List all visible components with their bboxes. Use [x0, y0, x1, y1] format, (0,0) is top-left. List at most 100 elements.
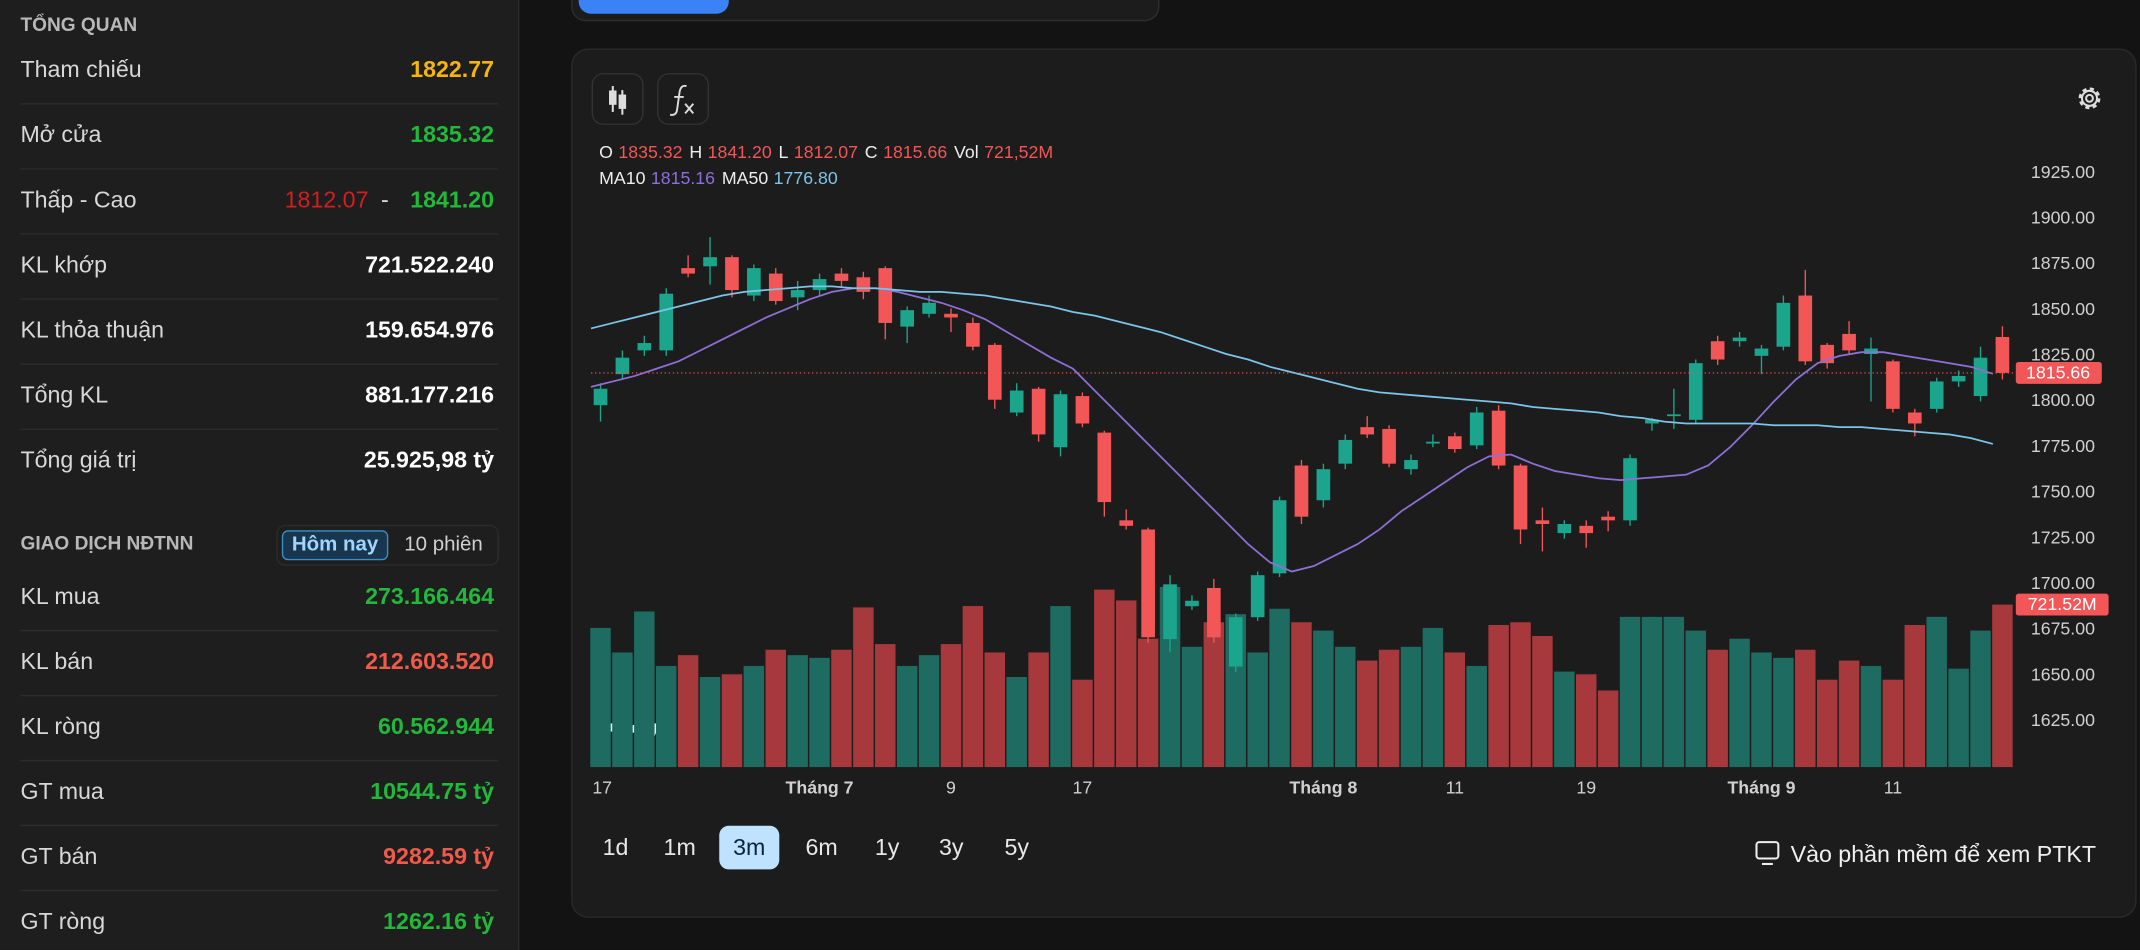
candle-body [1579, 525, 1594, 534]
candle-body [768, 273, 783, 302]
candle-body [1798, 295, 1813, 362]
x-tick-label: 9 [946, 778, 956, 798]
row-value: 881.177.216 [365, 382, 494, 408]
software-link[interactable]: Vào phần mềm để xem PTKT [1791, 841, 2096, 867]
volume-bar [1094, 589, 1115, 768]
range-button[interactable]: 1m [664, 834, 696, 860]
tab[interactable]: 10 phiên [404, 533, 483, 556]
range-button[interactable]: 1d [603, 834, 629, 860]
y-tick-label: 1750.00 [2031, 482, 2095, 502]
candle-body [900, 310, 915, 327]
row-label: Tổng KL [20, 382, 108, 408]
volume-bar [1072, 679, 1093, 768]
volume-bar [1532, 636, 1553, 768]
candle-body [1732, 337, 1747, 342]
volume-bar [1751, 652, 1772, 768]
last-price-tag [2015, 361, 2102, 384]
legend-key: MA10 [599, 168, 645, 188]
y-tick-label: 1725.00 [2031, 527, 2095, 547]
candle-body [1360, 427, 1375, 435]
legend-value: 1815.16 [651, 168, 715, 188]
y-tick-label: 1625.00 [2031, 710, 2095, 730]
candle-body [1097, 432, 1112, 503]
legend-key: H [689, 142, 702, 162]
row-value: 25.925,98 tỷ [364, 447, 494, 473]
range-button[interactable]: 5y [1005, 834, 1030, 860]
settings-button[interactable] [2078, 87, 2101, 110]
x-tick-label: Tháng 7 [786, 778, 854, 798]
candle-body [1601, 516, 1615, 521]
legend-value: 1812.07 [794, 142, 858, 162]
candle-body [987, 344, 1002, 400]
row-label: Tổng giá trị [20, 447, 136, 473]
tab[interactable]: Hôm nay [292, 533, 379, 556]
volume-bar [1663, 616, 1685, 768]
volume-bar [1992, 604, 2013, 768]
row-value: 9282.59 tỷ [383, 843, 494, 869]
volume-bar [1028, 652, 1049, 768]
top-tab-active[interactable] [578, 0, 729, 14]
ma-line [590, 287, 1994, 573]
volume-bar [1597, 690, 1619, 768]
candle-body [1469, 412, 1484, 446]
range-button[interactable]: 6m [805, 834, 837, 860]
candle-body [1667, 414, 1681, 417]
candle-type-button[interactable] [591, 73, 644, 125]
volume-bar [1466, 665, 1487, 768]
tab-active-bg[interactable] [281, 530, 389, 561]
volume-bar [1247, 652, 1268, 768]
candle-body [1404, 460, 1418, 470]
volume-bar [1050, 606, 1071, 768]
row-label: Thấp - Cao [20, 186, 136, 212]
legend-value: 721,52M [984, 142, 1053, 162]
candle-body [1447, 436, 1462, 450]
y-tick-label: 1800.00 [2031, 390, 2095, 410]
y-tick-label: 1675.00 [2031, 619, 2095, 639]
candle-body [681, 268, 695, 274]
volume-bar [962, 606, 984, 768]
volume-bar [1904, 624, 1926, 768]
volume-bar [677, 655, 699, 768]
candle-body [922, 302, 936, 314]
row-value: 60.562.944 [378, 713, 494, 739]
candle-body [1710, 341, 1725, 360]
legend-value: 1841.20 [708, 142, 772, 162]
legend-value: 1835.32 [618, 142, 682, 162]
legend-key: O [599, 142, 613, 162]
volume-bar [1203, 622, 1225, 768]
range-button[interactable]: 3y [939, 834, 964, 860]
sidebar [0, 0, 519, 950]
candle-body [615, 357, 630, 375]
candle-body [1688, 363, 1703, 420]
volume-bar [1685, 630, 1706, 768]
candle-body [1491, 410, 1506, 466]
legend-key: C [865, 142, 878, 162]
volume-bar [1882, 679, 1904, 768]
volume-bar [875, 644, 896, 768]
row-value: 1835.32 [410, 121, 494, 147]
row-value: 273.166.464 [365, 583, 494, 609]
y-tick-label: 1925.00 [2031, 162, 2095, 182]
y-tick-label: 1775.00 [2031, 436, 2095, 456]
candle-body [1163, 584, 1177, 640]
row-label: Mở cửa [20, 121, 101, 147]
row-label: GT bán [20, 843, 97, 869]
volume-bar [1510, 622, 1531, 768]
volume-bar [612, 652, 633, 768]
volume-bar [984, 652, 1006, 768]
candle-body [1009, 390, 1024, 413]
last-price-label: 1815.66 [2026, 362, 2090, 382]
volume-bar [896, 665, 918, 768]
volume-bar [1488, 624, 1509, 768]
range-active-bg[interactable] [719, 825, 780, 870]
volume-bar [721, 674, 743, 768]
x-tick-label: Tháng 8 [1289, 778, 1357, 798]
row-label: GT ròng [20, 908, 105, 934]
range-button[interactable]: 1y [875, 834, 900, 860]
last-volume-label: 721.52M [2028, 594, 2097, 614]
x-tick-label: 17 [592, 778, 612, 798]
indicator-button[interactable] [657, 73, 710, 125]
range-button[interactable]: 3m [733, 834, 765, 860]
